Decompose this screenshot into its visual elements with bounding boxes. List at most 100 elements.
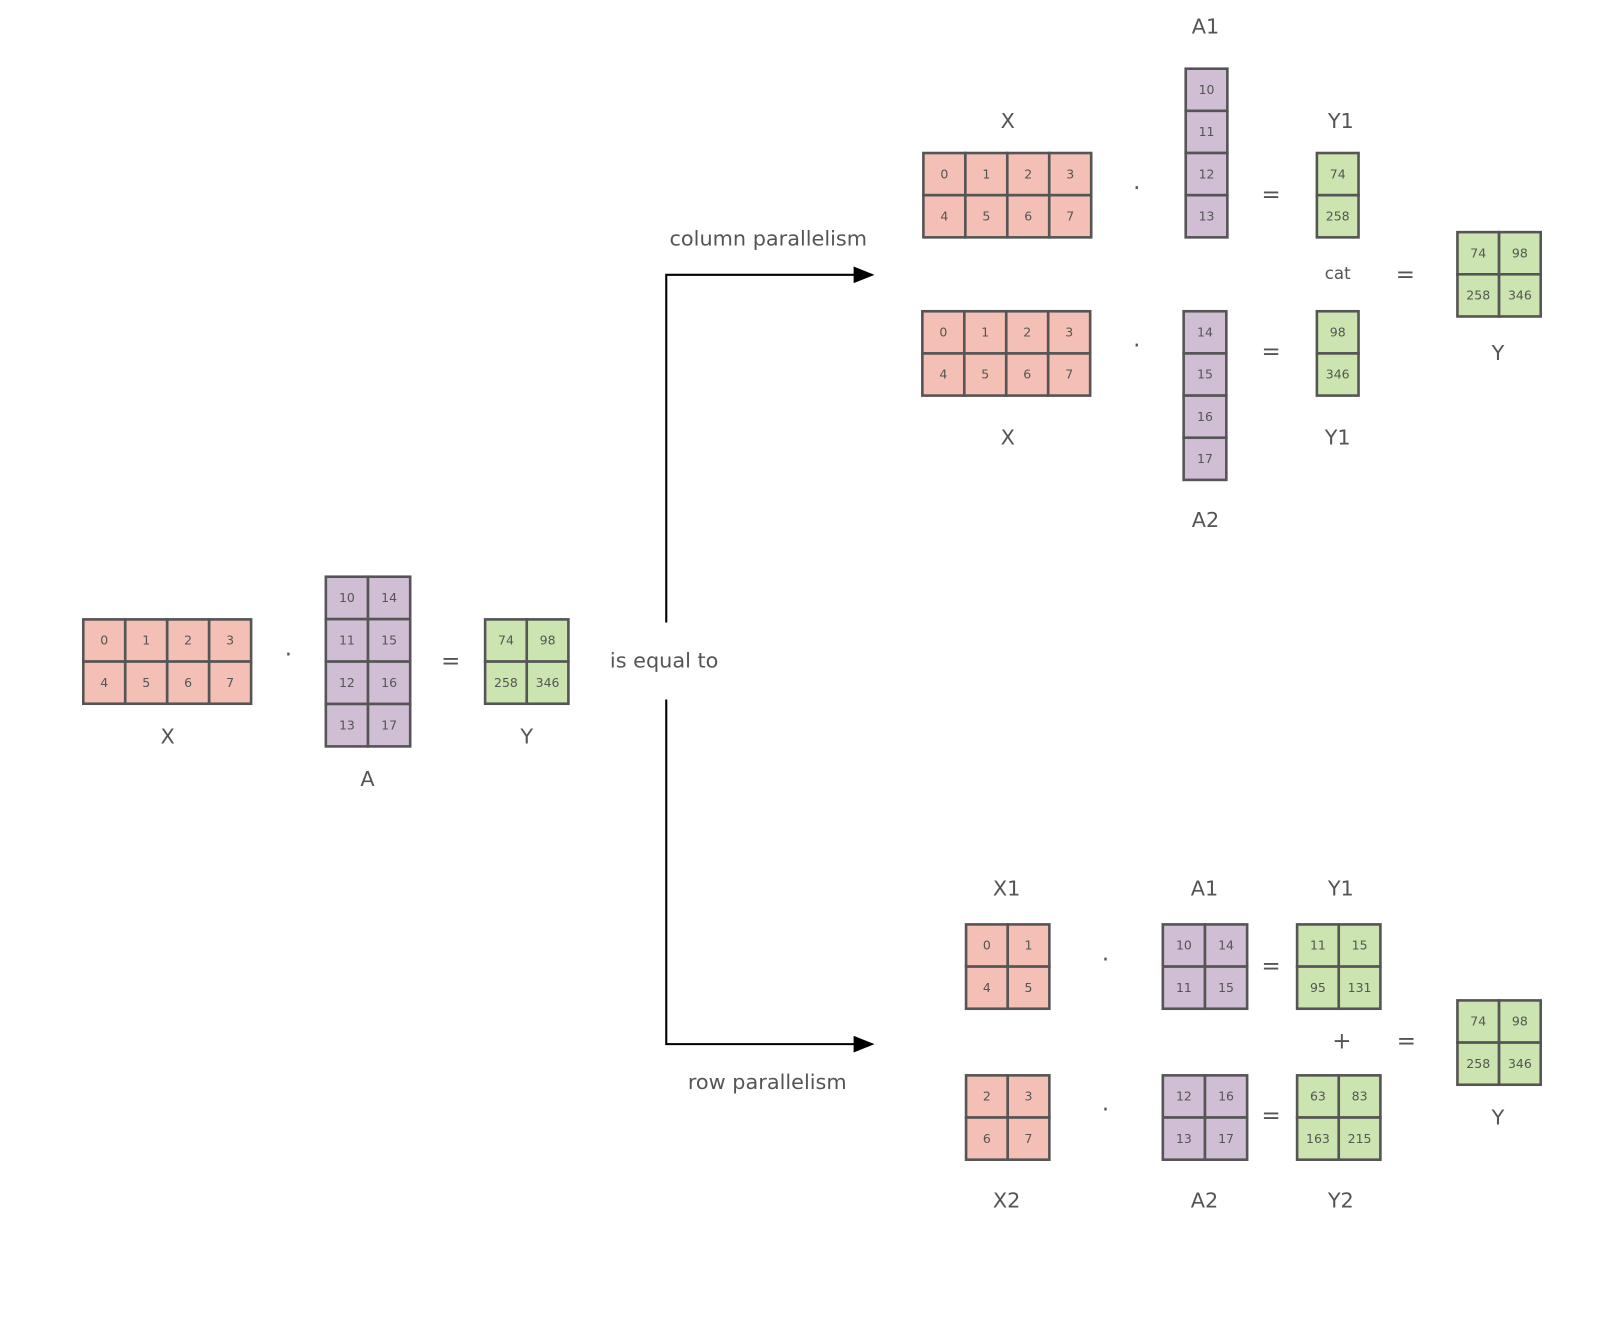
matrix-label: X1 [993, 876, 1021, 900]
cell-value: 10 [1199, 82, 1215, 97]
matrix-cell [922, 151, 967, 197]
cell-value: 10 [339, 590, 355, 605]
cell-value: 5 [981, 367, 989, 382]
cell-value: 2 [1023, 325, 1031, 340]
cell-value: 12 [1199, 166, 1215, 181]
equals-operator: = [1261, 1103, 1280, 1129]
column-parallelism-label: column parallelism [669, 227, 867, 251]
row-parallelism-label: row parallelism [688, 1070, 847, 1094]
matrix-row-x1: 0 1 4 5 X1 [964, 876, 1051, 1011]
cell-value: 13 [1176, 1131, 1192, 1146]
cell-value: 258 [1326, 208, 1350, 223]
matrix-cell [165, 618, 211, 663]
matrix-label: Y2 [1327, 1189, 1354, 1213]
matrix-col-a2: 14 15 16 17 A2 [1182, 309, 1228, 532]
cell-value: 346 [1508, 1056, 1532, 1071]
cell-value: 17 [1218, 1131, 1234, 1146]
cat-text: cat [1325, 264, 1351, 283]
matrix-cell [1161, 965, 1207, 1011]
matrix-label: A2 [1191, 1189, 1218, 1213]
matrix-cell [1184, 193, 1229, 239]
cell-value: 12 [1176, 1089, 1192, 1104]
cell-value: 5 [982, 208, 990, 223]
matrix-cell [1182, 394, 1228, 440]
matrix-cell [525, 660, 570, 706]
cell-value: 16 [381, 675, 397, 690]
matrix-label: Y [1491, 341, 1505, 365]
matrix-cell [1004, 352, 1050, 397]
matrix-label: X2 [993, 1189, 1021, 1213]
matrix-row-x2: 2 3 6 7 X2 [964, 1074, 1051, 1213]
cell-value: 83 [1352, 1089, 1368, 1104]
equals-operator: = [1261, 953, 1280, 979]
matrix-cell [1005, 193, 1051, 239]
matrix-row-a1: 10 14 11 15 A1 [1161, 876, 1249, 1011]
cell-value: 0 [100, 633, 108, 648]
matrix-cell [483, 660, 529, 706]
cell-value: 6 [1024, 208, 1032, 223]
cell-value: 1 [142, 633, 150, 648]
matrix-label: Y1 [1327, 109, 1354, 133]
matrix-label: X [1001, 109, 1015, 133]
matrix-label: Y [519, 724, 533, 748]
cell-value: 3 [1025, 1089, 1033, 1104]
matrix-cell [1047, 151, 1093, 197]
matrix-col-y2: 98 346 Y1 [1315, 309, 1360, 450]
matrix-row-y2: 63 83 163 215 Y2 [1295, 1074, 1382, 1213]
equals-operator: = [1396, 262, 1415, 288]
cell-value: 7 [1066, 208, 1074, 223]
cell-value: 11 [339, 633, 355, 648]
cell-value: 12 [339, 675, 355, 690]
cell-value: 4 [939, 367, 947, 382]
matrix-label: Y1 [1327, 876, 1354, 900]
cell-value: 10 [1176, 938, 1192, 953]
matrix-cell [1295, 1116, 1341, 1161]
cell-value: 7 [1025, 1131, 1033, 1146]
matrix-cell [207, 618, 253, 663]
cell-value: 98 [1330, 325, 1346, 340]
matrix-main-x: 0 1 2 3 4 5 6 7 X [81, 618, 253, 748]
cell-value: 16 [1218, 1089, 1234, 1104]
matrix-label: A [360, 767, 375, 791]
dot-operator: · [1102, 947, 1109, 973]
cell-value: 7 [1065, 367, 1073, 382]
matrix-cell [1203, 965, 1249, 1011]
matrix-col-x1: 0 1 2 3 4 5 6 7 X [922, 109, 1093, 239]
arrow-to-column-parallelism [665, 266, 875, 623]
matrix-cell [1161, 923, 1207, 968]
equals-operator: = [1261, 182, 1280, 208]
cell-value: 5 [142, 675, 150, 690]
matrix-main-a: 10 14 11 15 12 16 13 17 A [324, 575, 412, 791]
matrix-col-a1: 10 11 12 13 A1 [1184, 14, 1229, 239]
cell-value: 7 [226, 675, 234, 690]
matrix-cell [1047, 193, 1093, 239]
matrix-row-y: 74 98 258 346 Y [1456, 999, 1543, 1129]
cell-value: 258 [494, 675, 518, 690]
matrix-row-a2: 12 16 13 17 A2 [1161, 1074, 1249, 1213]
cell-value: 14 [1197, 325, 1213, 340]
matrix-cell [1497, 273, 1543, 318]
equals-operator: = [1261, 339, 1280, 365]
operators: · = · = · = = · = · = + = [285, 176, 1416, 1130]
cell-value: 98 [1512, 245, 1528, 260]
matrix-label: A1 [1192, 14, 1219, 38]
cell-value: 6 [1023, 367, 1031, 382]
cell-value: 14 [381, 590, 397, 605]
cell-value: 15 [1352, 938, 1368, 953]
cell-value: 17 [1197, 451, 1213, 466]
cell-value: 15 [1197, 367, 1213, 382]
matrix-cell [1337, 1116, 1382, 1161]
cell-value: 98 [1512, 1014, 1528, 1029]
matrix-cell [1315, 193, 1360, 239]
cell-value: 131 [1348, 980, 1372, 995]
matrix-cell [1497, 1041, 1543, 1087]
cell-value: 15 [381, 633, 397, 648]
cell-value: 6 [184, 675, 192, 690]
matrix-col-y1: 74 258 Y1 [1315, 109, 1360, 239]
cell-value: 215 [1348, 1131, 1372, 1146]
matrix-cell [962, 352, 1008, 397]
cell-value: 2 [1024, 166, 1032, 181]
cell-value: 346 [1508, 288, 1532, 303]
matrix-cell [366, 660, 412, 706]
